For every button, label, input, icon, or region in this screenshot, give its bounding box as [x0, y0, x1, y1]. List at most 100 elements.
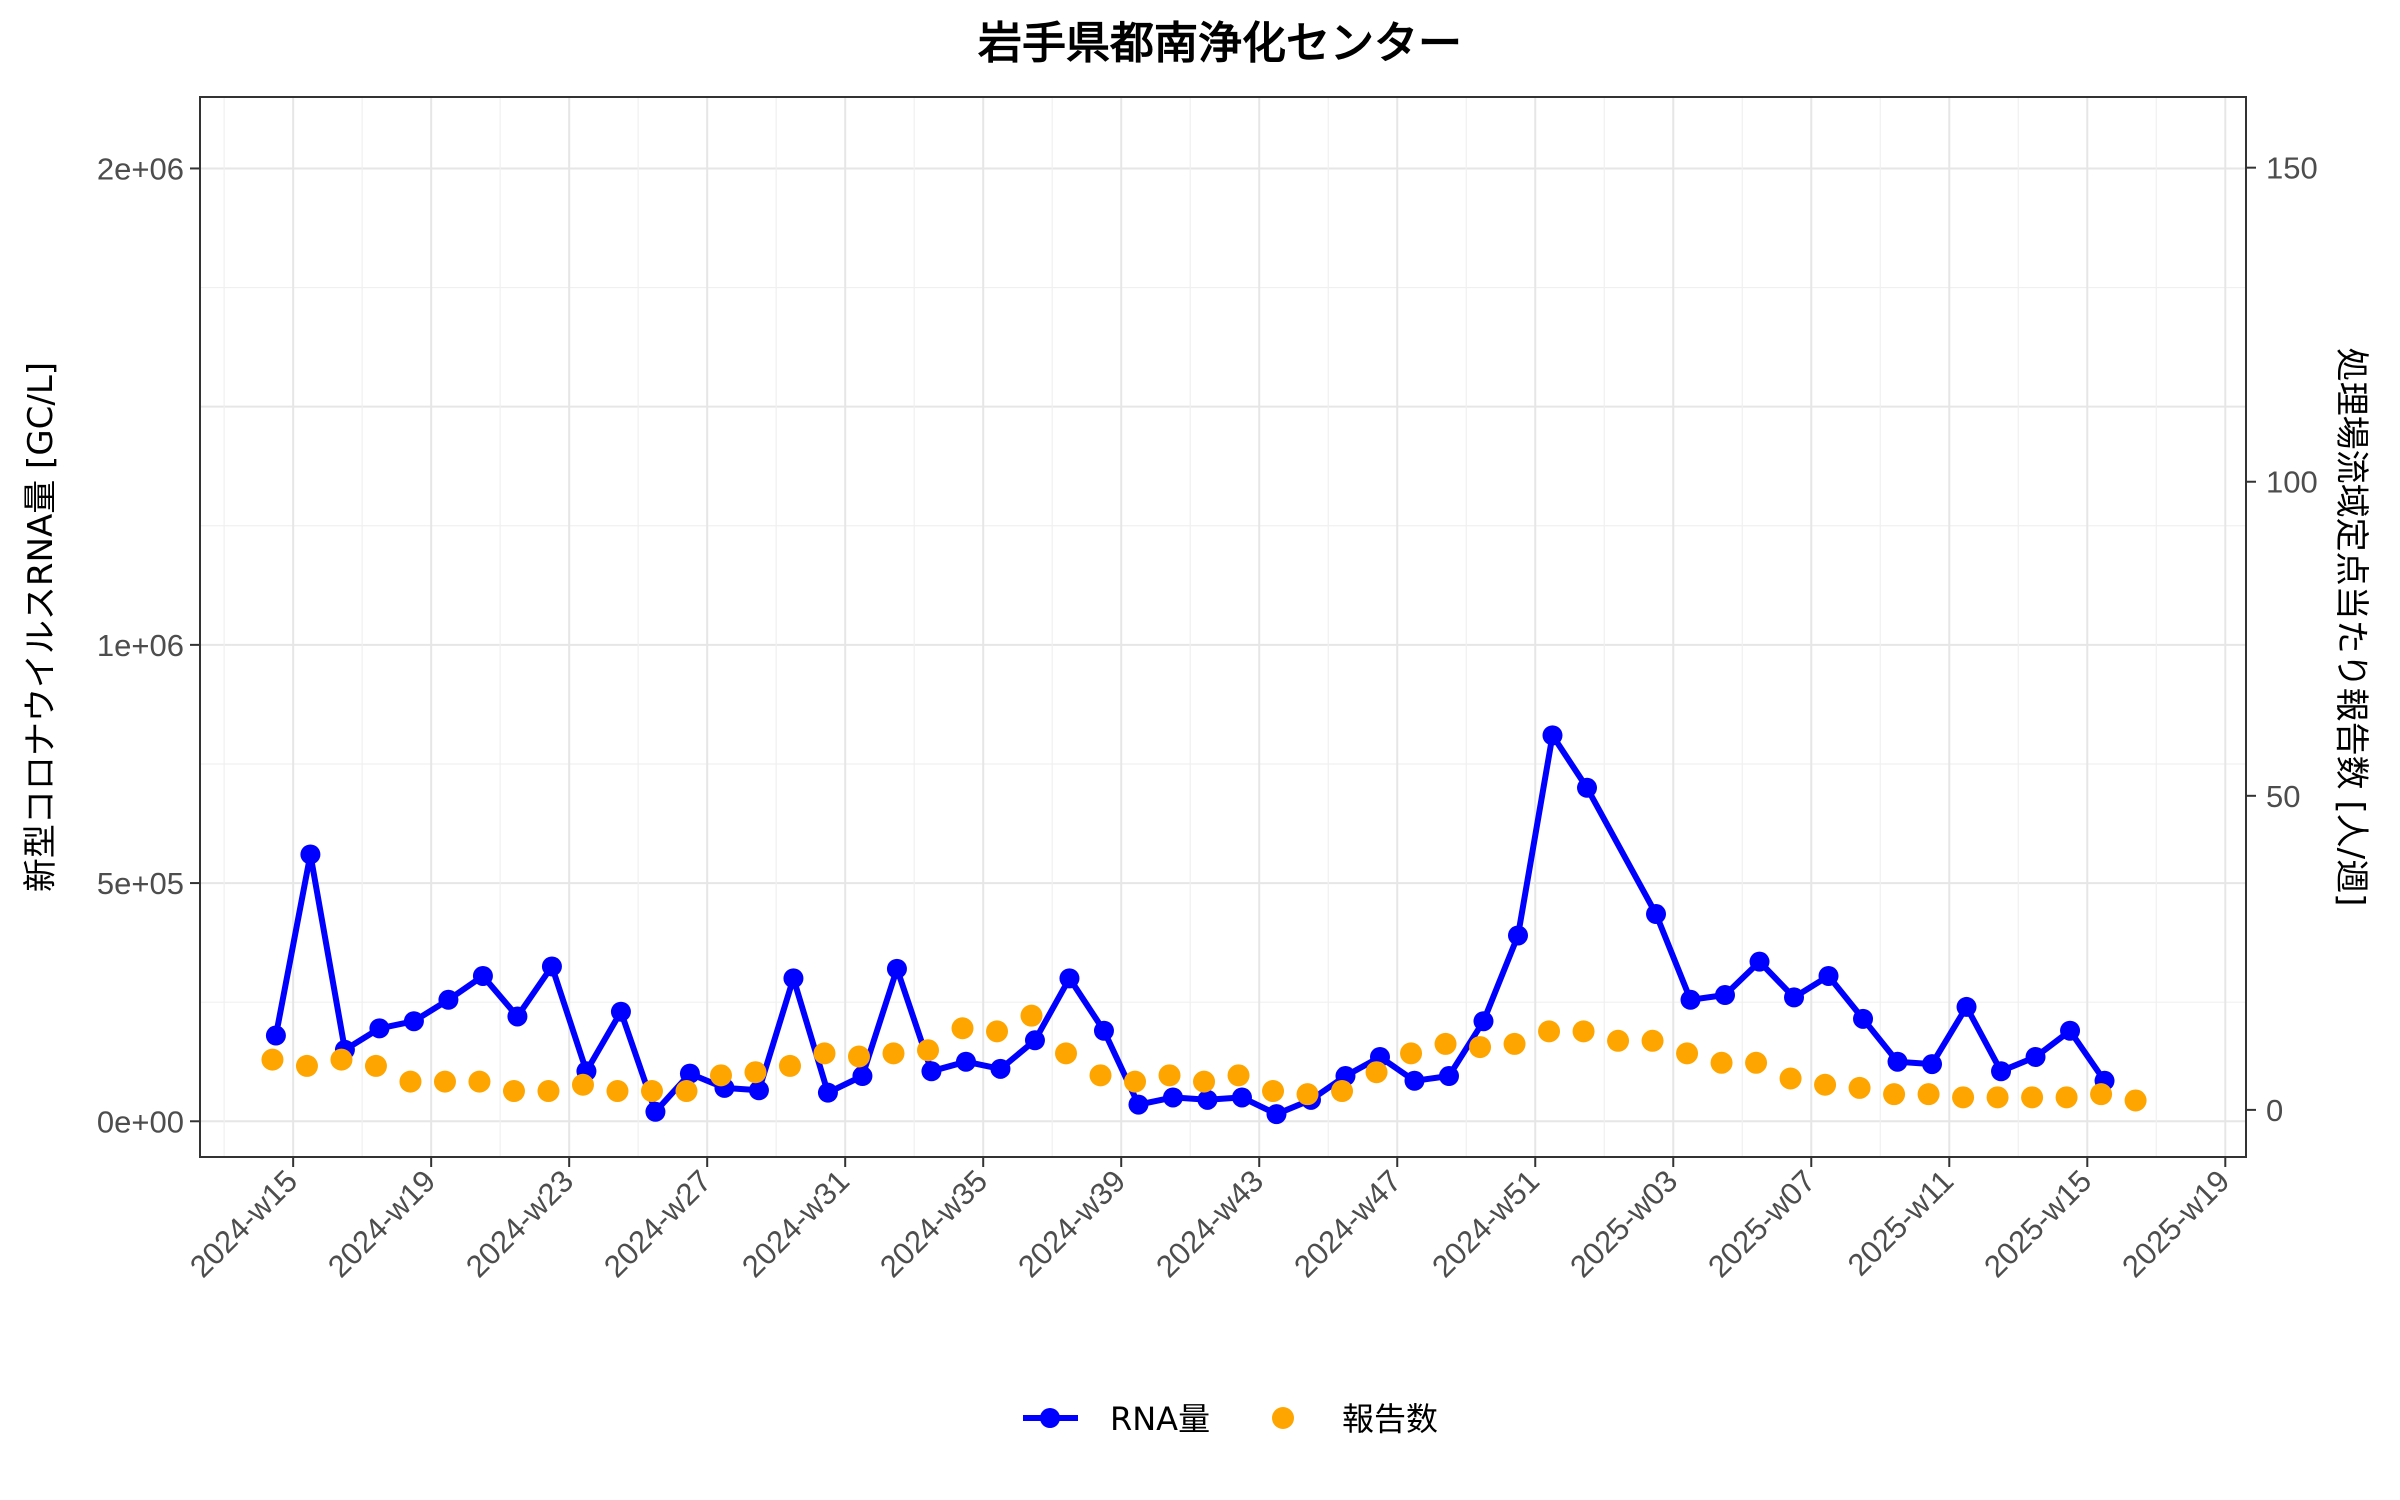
report-point: [2090, 1083, 2113, 1106]
rna-point: [1577, 777, 1598, 798]
grid-lines: [200, 97, 2246, 1157]
rna-point: [645, 1101, 666, 1122]
report-point: [675, 1080, 698, 1103]
rna-point: [507, 1006, 528, 1027]
report-point: [1089, 1064, 1112, 1087]
rna-point: [2025, 1046, 2046, 1067]
legend-rna-label: RNA量: [1110, 1400, 1210, 1438]
report-point: [1331, 1080, 1354, 1103]
rna-point: [369, 1018, 390, 1039]
report-point: [399, 1070, 422, 1093]
y2-tick-label: 50: [2266, 779, 2300, 814]
rna-point: [1162, 1087, 1183, 1108]
report-point: [537, 1080, 560, 1103]
rna-point: [1059, 968, 1080, 989]
y2-tick-label: 0: [2266, 1093, 2283, 1128]
rna-point: [1818, 965, 1839, 986]
x-tick-label: 2025-w07: [1701, 1163, 1822, 1284]
x-tick-label: 2024-w47: [1287, 1163, 1408, 1284]
report-point: [1193, 1070, 1216, 1093]
rna-point: [1231, 1087, 1252, 1108]
legend-reports-marker: [1272, 1407, 1294, 1429]
y-axis-title: 新型コロナウイルスRNA量 [GC/L]: [21, 362, 61, 892]
report-point: [2021, 1086, 2044, 1109]
report-point: [1607, 1029, 1630, 1052]
y-tick-label: 0e+00: [97, 1104, 184, 1139]
rna-point: [403, 1011, 424, 1032]
rna-point: [817, 1082, 838, 1103]
rna-point: [1922, 1054, 1943, 1075]
rna-point: [541, 956, 562, 977]
report-point: [433, 1070, 456, 1093]
x-tick-label: 2025-w19: [2115, 1163, 2236, 1284]
report-point: [261, 1048, 284, 1071]
x-tick-label: 2024-w27: [597, 1163, 718, 1284]
legend-reports-label: 報告数: [1342, 1400, 1438, 1438]
report-point: [1917, 1083, 1940, 1106]
rna-point: [1956, 996, 1977, 1017]
chart-title: 岩手県都南浄化センター: [978, 18, 1462, 69]
rna-point: [1853, 1008, 1874, 1029]
plot-background: [200, 97, 2246, 1157]
rna-point: [886, 958, 907, 979]
rna-point: [1749, 951, 1770, 972]
rna-point: [1887, 1051, 1908, 1072]
report-point: [1986, 1086, 2009, 1109]
report-point: [295, 1054, 318, 1077]
report-point: [1124, 1070, 1147, 1093]
x-tick-label: 2025-w03: [1563, 1163, 1684, 1284]
report-point: [606, 1080, 629, 1103]
series-layer: [261, 725, 2147, 1125]
report-point: [364, 1054, 387, 1077]
report-point: [1055, 1042, 1078, 1065]
x-tick-label: 2024-w51: [1425, 1163, 1546, 1284]
rna-point: [1266, 1104, 1287, 1125]
x-tick-label: 2024-w35: [873, 1163, 994, 1284]
rna-point: [852, 1066, 873, 1087]
report-point: [1745, 1051, 1768, 1074]
legend-rna-marker: [1040, 1408, 1060, 1428]
report-point: [1469, 1036, 1492, 1059]
report-point: [1676, 1042, 1699, 1065]
rna-point: [955, 1051, 976, 1072]
report-point: [1365, 1061, 1388, 1084]
report-point: [1710, 1051, 1733, 1074]
report-point: [917, 1039, 940, 1062]
rna-point: [679, 1063, 700, 1084]
rna-point: [783, 968, 804, 989]
report-point: [882, 1042, 905, 1065]
rna-point: [1438, 1066, 1459, 1087]
rna-point: [300, 844, 321, 865]
report-point: [1400, 1042, 1423, 1065]
report-point: [1262, 1080, 1285, 1103]
rna-point: [1784, 987, 1805, 1008]
report-point: [1020, 1004, 1043, 1027]
x-tick-label: 2024-w23: [459, 1163, 580, 1284]
rna-point: [2060, 1020, 2081, 1041]
y-tick-label: 2e+06: [97, 151, 184, 186]
rna-point: [1507, 925, 1528, 946]
report-point: [744, 1061, 767, 1084]
rna-point: [1197, 1089, 1218, 1110]
x-tick-label: 2025-w15: [1977, 1163, 2098, 1284]
report-point: [1158, 1064, 1181, 1087]
rna-point: [990, 1058, 1011, 1079]
x-tick-label: 2024-w31: [735, 1163, 856, 1284]
y-tick-label: 5e+05: [97, 866, 184, 901]
rna-point: [1680, 989, 1701, 1010]
report-point: [1952, 1086, 1975, 1109]
rna-point: [921, 1061, 942, 1082]
report-point: [2124, 1089, 2147, 1112]
report-point: [502, 1080, 525, 1103]
report-point: [1814, 1073, 1837, 1096]
report-point: [778, 1054, 801, 1077]
report-point: [951, 1017, 974, 1040]
report-point: [330, 1048, 353, 1071]
report-point: [571, 1073, 594, 1096]
rna-point: [1991, 1061, 2012, 1082]
rna-point: [438, 989, 459, 1010]
rna-point: [1542, 725, 1563, 746]
report-point: [986, 1020, 1009, 1043]
report-point: [468, 1070, 491, 1093]
